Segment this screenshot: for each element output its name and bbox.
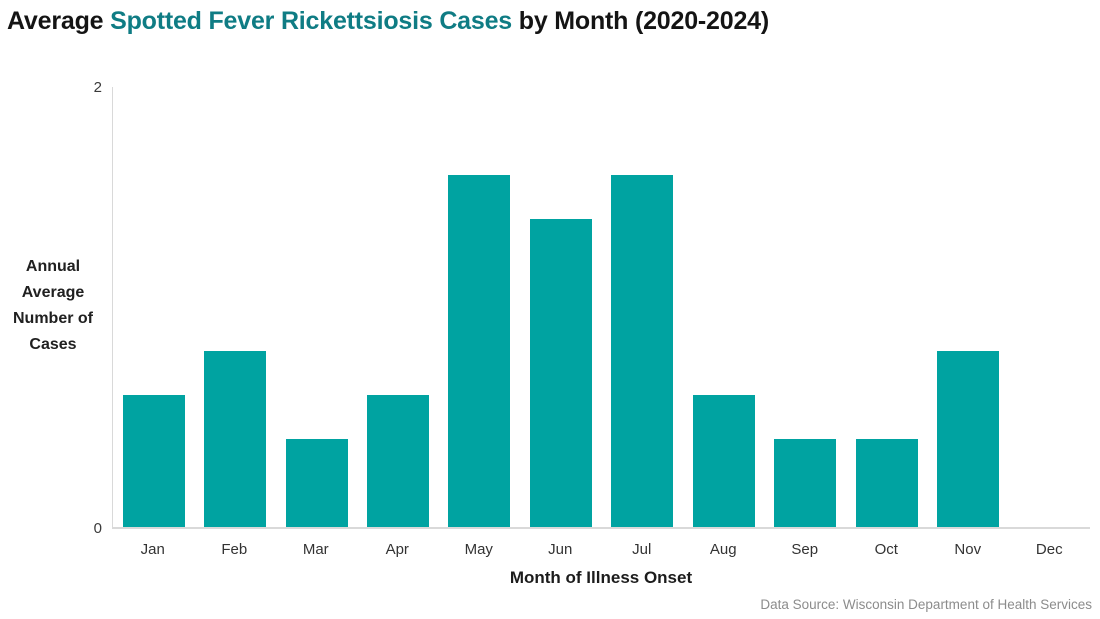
bar-slot-mar <box>276 87 357 527</box>
bar-jan <box>122 395 185 527</box>
chart-title: Average Spotted Fever Rickettsiosis Case… <box>7 7 769 36</box>
chart-title-prefix: Average <box>7 7 111 35</box>
bar-slot-jan <box>113 87 194 527</box>
bar-slot-feb <box>194 87 275 527</box>
bar-jul <box>611 175 674 527</box>
x-tick-label-sep: Sep <box>791 541 819 558</box>
chart-title-highlight: Spotted Fever Rickettsiosis Cases <box>110 7 512 35</box>
bar-slot-sep <box>764 87 845 527</box>
y-tick-min: 0 <box>93 520 102 537</box>
bar-slot-apr <box>357 87 438 527</box>
bar-aug <box>692 395 755 527</box>
x-tick-label-nov: Nov <box>954 541 982 558</box>
x-tick-label-mar: Mar <box>302 541 329 558</box>
x-tick-label-feb: Feb <box>221 541 248 558</box>
y-tick-max: 2 <box>93 79 102 96</box>
x-tick-label-aug: Aug <box>709 541 737 558</box>
x-tick-label-dec: Dec <box>1035 541 1063 558</box>
x-tick-label-may: May <box>464 541 493 558</box>
bar-apr <box>366 395 429 527</box>
bar-slot-jul <box>602 87 683 527</box>
bar-slot-jun <box>520 87 601 527</box>
bar-slot-may <box>439 87 520 527</box>
bar-mar <box>285 439 348 527</box>
plot-area <box>112 87 1090 529</box>
chart-title-suffix: by Month (2020-2024) <box>512 7 769 35</box>
y-axis-title: Annual Average Number of Cases <box>13 258 93 353</box>
bar-sep <box>774 439 837 527</box>
x-tick-label-apr: Apr <box>385 541 409 558</box>
x-axis-title: Month of Illness Onset <box>509 568 693 587</box>
bar-slot-aug <box>683 87 764 527</box>
bar-slot-oct <box>846 87 927 527</box>
x-tick-label-oct: Oct <box>874 541 898 558</box>
x-tick-label-jul: Jul <box>632 541 652 558</box>
x-tick-labels: Jan Feb Mar Apr May Jun Jul Aug Sep Oct Nov Dec <box>112 541 1090 558</box>
bar-slot-nov <box>927 87 1008 527</box>
bar-slot-dec <box>1009 87 1090 527</box>
bar-jun <box>529 219 592 527</box>
x-tick-label-jun: Jun <box>548 541 573 558</box>
data-source-note: Data Source: Wisconsin Department of Hea… <box>760 597 1092 612</box>
bar-may <box>448 175 511 527</box>
bar-oct <box>855 439 918 527</box>
bar-feb <box>204 351 267 527</box>
x-tick-label-jan: Jan <box>140 541 165 558</box>
bar-nov <box>936 351 999 527</box>
